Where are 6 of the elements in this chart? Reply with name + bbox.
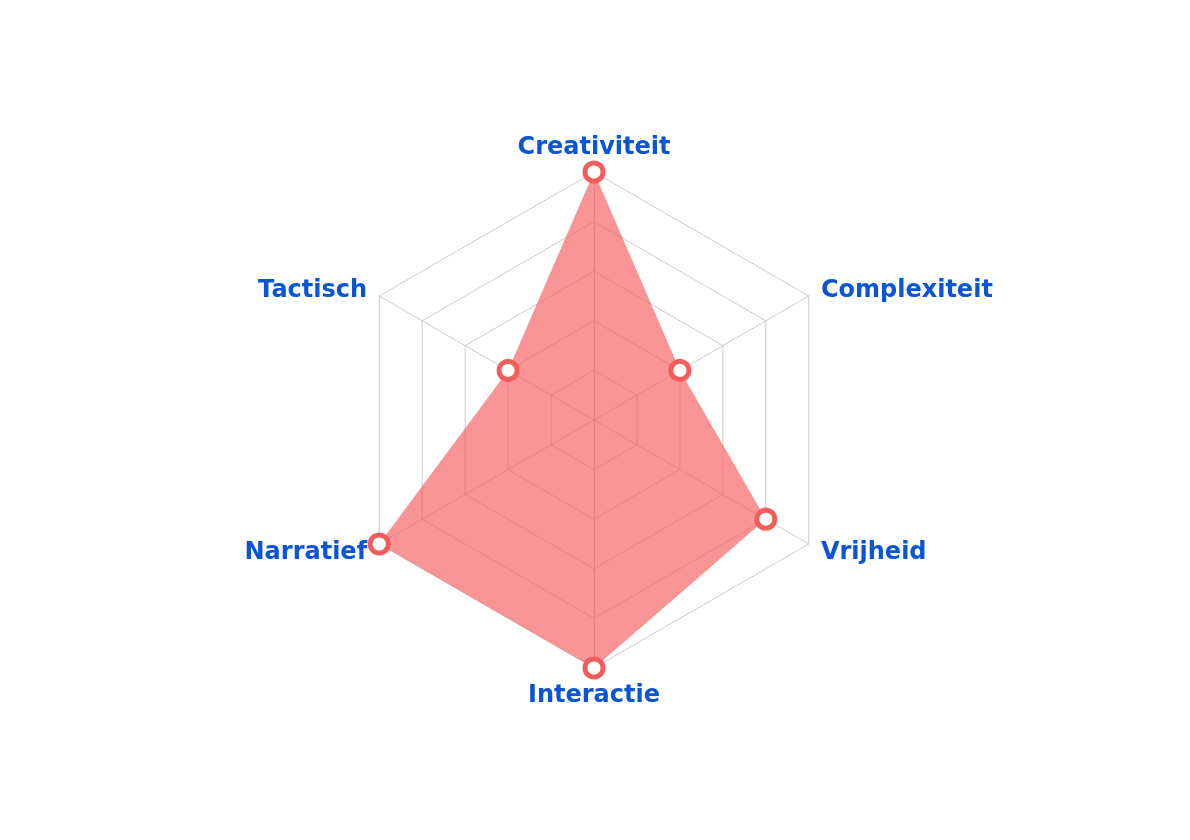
spoke-label: Complexiteit — [820, 275, 993, 303]
spoke-label: Tactisch — [258, 275, 368, 303]
spoke-label: Vrijheid — [820, 537, 927, 565]
spoke-label: Narratief — [244, 537, 368, 565]
spoke-label: Interactie — [528, 680, 660, 708]
spoke-label: Creativiteit — [517, 132, 671, 160]
